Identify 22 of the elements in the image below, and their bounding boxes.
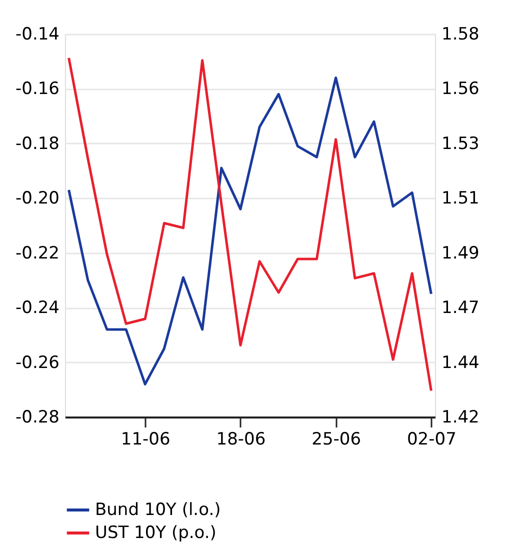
y-tick-label: -0.20	[16, 188, 60, 209]
x-tick-label: 18-06	[216, 430, 266, 450]
y-tick-label: -0.16	[16, 79, 60, 100]
y-tick-label: -0.18	[16, 134, 60, 154]
y2-tick-label: 1.47	[442, 298, 480, 318]
y2-tick-label: 1.53	[442, 134, 480, 154]
legend-label: Bund 10Y (l.o.)	[95, 500, 221, 520]
x-tick-label: 11-06	[120, 430, 170, 450]
y-tick-label: -0.26	[16, 352, 60, 373]
y2-tick-label: 1.42	[442, 408, 480, 428]
y2-tick-label: 1.56	[442, 79, 480, 100]
y2-tick-label: 1.58	[442, 24, 480, 44]
y-tick-label: -0.14	[16, 24, 60, 44]
y2-tick-label: 1.44	[442, 352, 480, 373]
y-tick-label: -0.22	[16, 243, 60, 264]
legend-label: UST 10Y (p.o.)	[95, 523, 216, 543]
x-tick-label: 25-06	[312, 430, 362, 450]
y-tick-label: -0.24	[16, 298, 60, 318]
y2-tick-label: 1.49	[442, 243, 480, 264]
y2-tick-label: 1.51	[442, 188, 480, 209]
x-tick-label: 02-07	[406, 430, 456, 450]
y-tick-label: -0.28	[16, 408, 60, 428]
